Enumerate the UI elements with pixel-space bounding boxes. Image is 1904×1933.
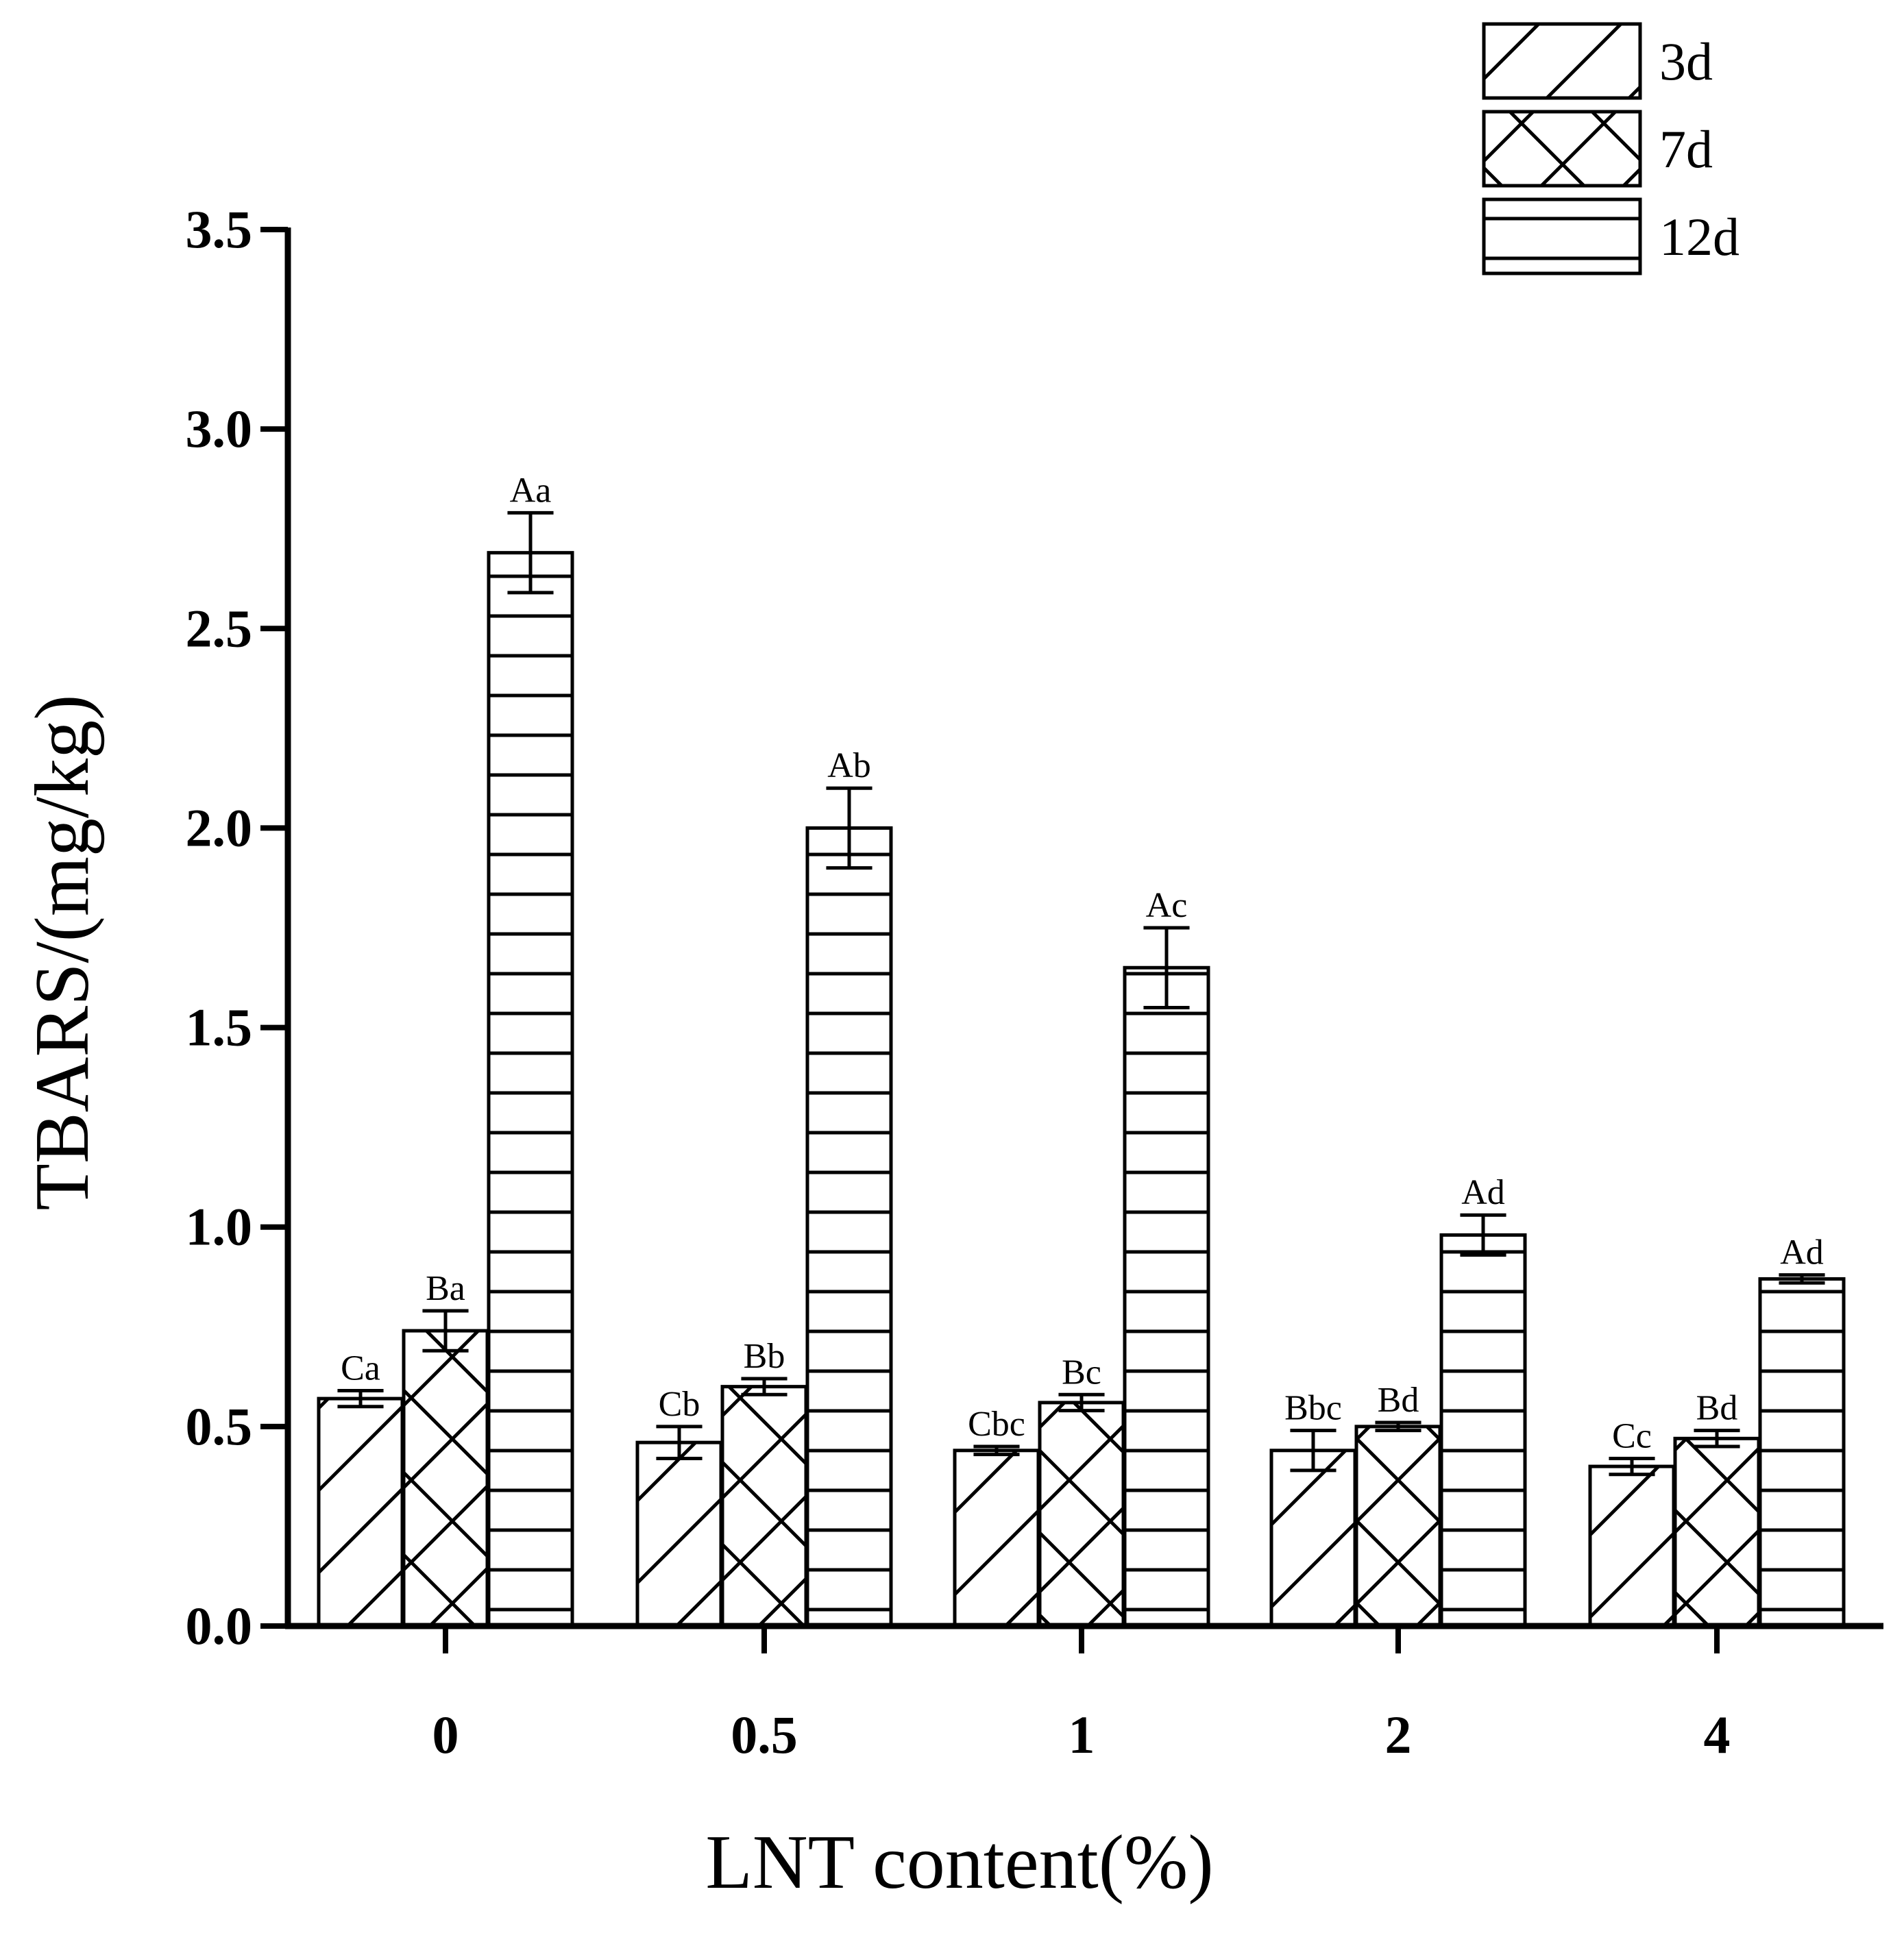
x-tick-label: 1 <box>1069 1705 1095 1764</box>
x-tick-label: 2 <box>1385 1705 1412 1764</box>
x-tick-label: 0.5 <box>731 1705 798 1764</box>
y-tick-label: 2.0 <box>186 798 253 857</box>
bar <box>720 1385 808 1628</box>
y-tick-label: 3.0 <box>186 399 253 458</box>
legend-label: 3d <box>1659 32 1713 91</box>
bar <box>1269 1449 1357 1628</box>
y-tick-label: 1.0 <box>186 1197 253 1257</box>
significance-label: Ad <box>1461 1173 1505 1212</box>
significance-label: Bb <box>744 1337 785 1376</box>
y-tick-label: 2.5 <box>186 598 253 658</box>
legend-swatch <box>1482 22 1642 100</box>
y-tick-label: 0.0 <box>186 1596 253 1655</box>
legend-label: 12d <box>1659 207 1740 267</box>
bars-layer: Ca Ba Aa Cb Bb Ab Cbc Bc Ac Bbc Bd Ad Cc Bd Ad <box>317 471 1846 1628</box>
significance-label: Ca <box>341 1349 380 1388</box>
legend: 3d 7d 12d <box>1482 22 1740 275</box>
bar <box>635 1440 723 1628</box>
bar <box>1354 1425 1442 1628</box>
significance-label: Cc <box>1612 1416 1652 1455</box>
bar <box>1588 1464 1676 1628</box>
significance-label: Cb <box>659 1385 700 1424</box>
significance-label: Bc <box>1062 1353 1101 1392</box>
bar <box>805 826 893 1628</box>
significance-label: Ad <box>1780 1233 1824 1272</box>
axes-layer: 0.0 0.5 1.0 1.5 2.0 2.5 3.0 3.5 0 0.5 1 2 4 <box>186 199 1883 1764</box>
significance-label: Bd <box>1378 1381 1419 1420</box>
significance-label: Cbc <box>968 1405 1025 1444</box>
y-tick-label: 1.5 <box>186 998 253 1057</box>
y-tick-label: 0.5 <box>186 1396 253 1456</box>
x-tick-label: 4 <box>1704 1705 1731 1764</box>
bar <box>317 1396 404 1628</box>
legend-label: 7d <box>1659 119 1713 179</box>
x-tick-label: 0 <box>432 1705 459 1764</box>
x-axis-title: LNT content(%) <box>705 1820 1213 1905</box>
bar <box>1123 965 1210 1628</box>
bar <box>1673 1436 1761 1628</box>
bar <box>487 551 574 1628</box>
y-tick-label: 3.5 <box>186 199 253 259</box>
significance-label: Ba <box>426 1269 465 1308</box>
significance-label: Bd <box>1696 1389 1738 1428</box>
legend-swatch <box>1482 197 1642 275</box>
bar <box>1758 1277 1846 1628</box>
bar <box>953 1449 1040 1628</box>
y-axis-title: TBARS/(mg/kg) <box>20 695 105 1211</box>
significance-label: Ac <box>1146 886 1188 925</box>
significance-label: Aa <box>510 471 552 510</box>
bar <box>1038 1401 1125 1628</box>
bar <box>1439 1233 1527 1628</box>
significance-label: Bbc <box>1284 1389 1342 1428</box>
legend-swatch <box>1482 110 1642 188</box>
significance-label: Ab <box>827 746 871 785</box>
bar <box>402 1329 489 1628</box>
